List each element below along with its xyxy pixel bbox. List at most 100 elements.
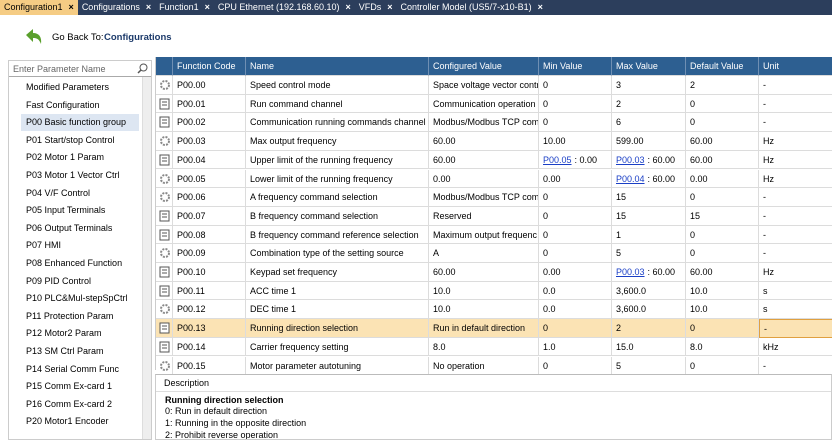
table-cell: P00.06	[173, 188, 246, 207]
table-cell: Communication running commands channel	[246, 113, 429, 133]
parameter-table: Function Code Name Configured Value Min Val…	[155, 57, 832, 376]
table-cell: -	[759, 226, 832, 245]
back-target[interactable]: Configurations	[104, 32, 172, 43]
description-heading: Running direction selection	[165, 395, 284, 405]
table-cell: Run command channel	[246, 94, 429, 114]
sidebar-item[interactable]: P08 Enhanced Function	[26, 258, 123, 268]
sidebar-item[interactable]: P02 Motor 1 Param	[26, 152, 105, 163]
tab[interactable]: VFDs ×	[355, 0, 397, 15]
sidebar-item[interactable]: P12 Motor2 Param	[26, 328, 102, 339]
sidebar-item[interactable]: P05 Input Terminals	[26, 205, 106, 216]
tab[interactable]: Controller Model (US5/7-x10-B1) ×	[397, 0, 547, 15]
tab[interactable]: CPU Ethernet (192.168.60.10) ×	[214, 0, 355, 15]
table-cell: Hz	[759, 170, 832, 189]
sidebar-item[interactable]: P06 Output Terminals	[26, 222, 113, 233]
table-cell: s	[759, 282, 832, 301]
param-icon	[159, 210, 170, 222]
sidebar-item[interactable]: P13 SM Ctrl Param	[26, 346, 104, 356]
sidebar-item[interactable]: P07 HMI	[26, 240, 62, 251]
table-cell: 1.0	[539, 337, 612, 357]
row-icon	[156, 244, 173, 263]
description-line: 2: Prohibit reverse operation	[165, 430, 279, 440]
table-cell: 0	[539, 244, 612, 263]
param-icon	[159, 285, 170, 297]
tab-close[interactable]: ×	[345, 2, 351, 12]
param-link[interactable]: P00.03	[616, 154, 645, 165]
table-cell: 0.00	[539, 263, 612, 282]
tab-close[interactable]: ×	[387, 2, 393, 12]
sidebar-item[interactable]: P20 Motor1 Encoder	[26, 416, 109, 427]
table-cell: P00.08	[173, 225, 246, 245]
tab[interactable]: Function1 ×	[155, 0, 214, 15]
tab[interactable]: Configurations ×	[78, 0, 155, 15]
table-cell: -	[759, 244, 832, 263]
column-header: Configured Value	[429, 57, 539, 76]
description-line: 0: Run in default direction	[165, 406, 268, 416]
table-cell: 0	[539, 113, 612, 133]
table-cell: 0	[686, 319, 759, 338]
param-link[interactable]: P00.04	[616, 173, 645, 184]
table-cell: Speed control mode	[246, 76, 429, 95]
sidebar-item[interactable]: Modified Parameters	[26, 82, 110, 92]
table-cell: 3	[612, 76, 686, 95]
param-icon	[159, 229, 170, 241]
table-cell: Hz	[759, 263, 832, 282]
table-cell: Hz	[759, 151, 832, 170]
table-cell: 10.0	[686, 281, 759, 301]
row-icon	[156, 206, 173, 226]
table-cell: 0	[539, 206, 612, 226]
table-cell: 0.00	[429, 169, 539, 189]
sidebar-item[interactable]: P09 PID Control	[26, 275, 92, 286]
table-cell: P00.12	[173, 300, 246, 320]
tab-close[interactable]: ×	[68, 2, 74, 12]
row-icon	[156, 188, 173, 207]
table-cell: 0	[539, 356, 612, 376]
back-icon[interactable]	[22, 26, 44, 48]
table-cell: Communication operation	[429, 94, 539, 114]
table-cell: P00.11	[173, 281, 246, 301]
table-cell: Combination type of the setting source	[246, 244, 429, 263]
table-cell: Lower limit of the running frequency	[246, 169, 429, 189]
tab-close[interactable]: ×	[145, 2, 152, 12]
tab-close[interactable]: ×	[537, 2, 543, 12]
table-cell: Hz	[759, 132, 832, 151]
param-link[interactable]: P00.05	[543, 154, 572, 165]
scrollbar[interactable]	[142, 77, 151, 439]
tab-close[interactable]: ×	[204, 2, 210, 12]
sidebar-item[interactable]: P01 Start/stop Control	[26, 134, 115, 145]
sidebar-item[interactable]: P04 V/F Control	[26, 187, 91, 198]
row-icon	[156, 76, 173, 95]
table-cell: A	[429, 244, 539, 263]
tab[interactable]: Configuration1 ×	[0, 0, 78, 15]
search-box[interactable]: Enter Parameter Name	[9, 61, 151, 77]
table-cell: 10.0	[429, 300, 539, 320]
cell-text: : 60.00	[647, 267, 676, 277]
table-cell: Modbus/Modbus TCP com	[429, 113, 539, 133]
cell-text: : 60.00	[647, 173, 676, 184]
row-icon	[156, 132, 173, 151]
sidebar-item[interactable]: P15 Comm Ex-card 1	[26, 381, 113, 392]
table-cell: 15	[612, 188, 686, 207]
table-cell: Keypad set frequency	[246, 263, 429, 282]
table-cell: 3,600.0	[612, 300, 686, 320]
table-cell: 15.0	[612, 337, 686, 357]
description-panel: Description Running direction selection …	[155, 374, 832, 440]
table-cell: 2	[686, 76, 759, 95]
sidebar-item[interactable]: P03 Motor 1 Vector Ctrl	[26, 170, 120, 180]
sidebar-item[interactable]: P11 Protection Param	[26, 310, 114, 321]
sidebar-item[interactable]: P10 PLC&Mul-stepSpCtrl	[26, 293, 128, 304]
param-link[interactable]: P00.03	[616, 267, 645, 277]
sidebar-item[interactable]: P00 Basic function group	[21, 114, 139, 132]
table-cell: -	[759, 207, 832, 226]
sidebar-item[interactable]: P16 Comm Ex-card 2	[26, 398, 113, 409]
table-cell: 60.00	[429, 132, 539, 151]
search-icon	[137, 63, 148, 74]
tab-label: Controller Model (US5/7-x10-B1)	[400, 2, 532, 12]
table-cell: Maximum output frequenc	[429, 225, 539, 245]
table-cell: 60.00	[429, 150, 539, 170]
row-icon	[156, 319, 173, 338]
sidebar-item[interactable]: P14 Serial Comm Func	[26, 363, 120, 374]
sidebar-item[interactable]: Fast Configuration	[26, 99, 100, 110]
table-cell: Motor parameter autotuning	[246, 356, 429, 376]
table-cell: 0	[686, 94, 759, 114]
